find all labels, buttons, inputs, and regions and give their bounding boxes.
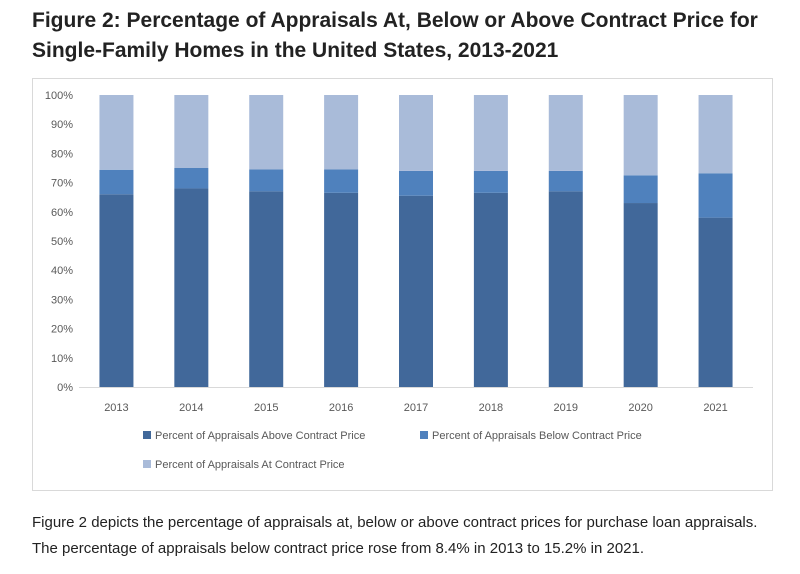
legend-swatch	[420, 431, 428, 439]
y-tick-label: 90%	[51, 119, 73, 131]
bar-segment-2021-above	[698, 217, 733, 387]
x-tick-label: 2020	[628, 402, 652, 414]
y-tick-label: 50%	[51, 236, 73, 248]
y-tick-label: 60%	[51, 207, 73, 219]
y-tick-label: 30%	[51, 294, 73, 306]
y-tick-label: 10%	[51, 353, 73, 365]
legend-swatch	[143, 431, 151, 439]
bar-segment-2020-at	[623, 95, 658, 176]
bar-segment-2013-at	[99, 95, 134, 170]
x-tick-label: 2018	[479, 402, 503, 414]
legend-swatch	[143, 460, 151, 468]
x-tick-label: 2016	[329, 402, 353, 414]
chart-frame: 0% 10% 20% 30% 40% 50% 60% 70% 80% 90% 100% 2013 201…	[32, 78, 773, 491]
y-tick-label: 40%	[51, 265, 73, 277]
stacked-bar-chart: 0% 10% 20% 30% 40% 50% 60% 70% 80% 90% 100% 2013 201…	[45, 90, 753, 471]
bar-segment-2016-at	[324, 95, 359, 170]
y-tick-label: 70%	[51, 178, 73, 190]
bar-segment-2020-above	[623, 203, 658, 387]
figure-caption: Figure 2 depicts the percentage of appra…	[32, 514, 758, 557]
bar-segment-2014-above	[174, 188, 209, 387]
bar-segment-2018-at	[473, 95, 508, 171]
bar-segment-2013-below	[99, 169, 134, 195]
legend-label: Percent of Appraisals Above Contract Pri…	[155, 430, 365, 442]
bar-segment-2016-above	[324, 192, 359, 387]
bar-segment-2020-below	[623, 175, 658, 204]
bar-segment-2013-above	[99, 194, 134, 387]
bar-segment-2015-above	[249, 191, 284, 387]
bar-segment-2014-below	[174, 168, 209, 189]
y-tick-label: 20%	[51, 324, 73, 336]
bar-segment-2016-below	[324, 169, 359, 193]
bar-segment-2015-below	[249, 169, 284, 192]
bar-segment-2019-above	[548, 191, 583, 387]
bar-segment-2017-above	[399, 195, 433, 387]
x-tick-label: 2015	[254, 402, 278, 414]
x-tick-label: 2021	[703, 402, 727, 414]
legend-label: Percent of Appraisals Below Contract Pri…	[432, 430, 642, 442]
x-tick-label: 2019	[554, 402, 578, 414]
bar-segment-2021-at	[698, 95, 733, 174]
bar-segment-2018-above	[473, 192, 508, 387]
x-tick-label: 2013	[104, 402, 128, 414]
y-tick-label: 0%	[57, 382, 73, 394]
x-tick-label: 2014	[179, 402, 203, 414]
bar-segment-2015-at	[249, 95, 284, 170]
bar-segment-2021-below	[698, 173, 733, 218]
legend-label: Percent of Appraisals At Contract Price	[155, 459, 345, 471]
x-tick-label: 2017	[404, 402, 428, 414]
y-tick-label: 80%	[51, 148, 73, 160]
bar-segment-2014-at	[174, 95, 209, 168]
bar-segment-2017-at	[399, 95, 433, 171]
bar-segment-2019-at	[548, 95, 583, 171]
figure-title: Figure 2: Percentage of Appraisals At, B…	[32, 9, 758, 62]
bar-segment-2019-below	[548, 170, 583, 192]
bar-segment-2017-below	[399, 170, 433, 196]
y-tick-label: 100%	[45, 90, 73, 102]
bar-segment-2018-below	[473, 170, 508, 193]
